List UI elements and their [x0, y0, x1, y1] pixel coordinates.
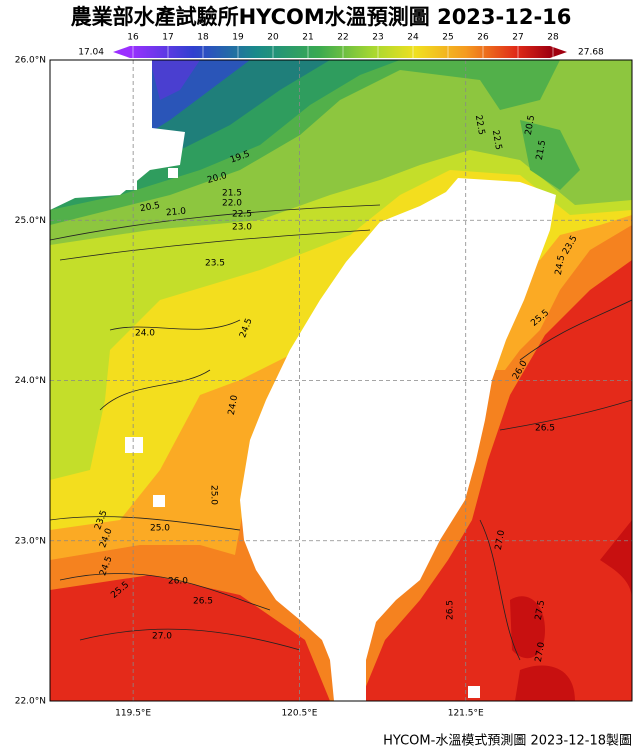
- contour-label: 22.0: [222, 199, 242, 209]
- colorbar-tick-label: 26: [477, 33, 489, 43]
- contour-label: 23.5: [205, 259, 225, 269]
- lon-tick-label: 119.5°E: [115, 709, 151, 719]
- contour-label: 27.0: [152, 632, 172, 642]
- contour-label: 20.5: [139, 201, 160, 214]
- contour-label: 25.0: [150, 524, 170, 534]
- lat-tick-label: 23.0°N: [15, 536, 46, 546]
- contour-label: 21.0: [166, 207, 187, 219]
- colorbar-tick-label: 27: [512, 33, 523, 43]
- lat-tick-label: 25.0°N: [15, 216, 46, 226]
- contour-label: 27.0: [534, 641, 547, 663]
- title: 農業部水產試驗所HYCOM水溫預測圖 2023-12-16: [71, 5, 572, 29]
- footer: HYCOM-水溫模式預測圖 2023-12-18製圖: [383, 734, 632, 749]
- contour-label: 22.5: [490, 129, 503, 150]
- contour-label: 20.5: [524, 114, 537, 135]
- contour-label: 26.5: [535, 424, 555, 434]
- colorbar-tick-label: 24: [407, 33, 419, 43]
- colorbar-tick-label: 17: [162, 33, 173, 43]
- contour-label: 23.0: [232, 223, 252, 233]
- contour-label: 26.5: [446, 600, 456, 620]
- contour-label: 21.5: [535, 139, 548, 160]
- colorbar: [113, 46, 567, 58]
- lat-tick-label: 22.0°N: [15, 697, 46, 707]
- colorbar-tick-label: 28: [547, 33, 559, 43]
- colorbar-max-label: 27.68: [578, 48, 604, 58]
- lat-tick-label: 26.0°N: [15, 56, 46, 66]
- contour-label: 24.5: [554, 254, 567, 275]
- colorbar-tick-label: 23: [372, 33, 383, 43]
- contour-label: 22.5: [232, 210, 252, 220]
- colorbar-tick-label: 20: [267, 33, 279, 43]
- colorbar-min-label: 17.04: [78, 48, 104, 58]
- contour-label: 22.5: [473, 114, 486, 135]
- lon-tick-label: 120.5°E: [281, 709, 317, 719]
- contour-label: 25.0: [209, 485, 219, 505]
- lat-tick-label: 24.0°N: [15, 376, 46, 386]
- map-frame: [49, 59, 633, 702]
- colorbar-tick-label: 25: [442, 33, 453, 43]
- contour-label: 21.5: [222, 189, 242, 199]
- contour-label: 26.0: [168, 577, 188, 587]
- colorbar-tick-label: 21: [302, 33, 313, 43]
- colorbar-tick-label: 18: [197, 33, 209, 43]
- contour-label: 24.0: [227, 394, 240, 416]
- contour-label: 26.5: [193, 597, 213, 607]
- colorbar-tick-label: 22: [337, 33, 348, 43]
- colorbar-tick-label: 16: [127, 33, 139, 43]
- contour-label: 24.0: [135, 329, 155, 339]
- contour-label: 27.5: [534, 599, 547, 620]
- colorbar-tick-label: 19: [232, 33, 244, 43]
- contour-label: 27.0: [494, 529, 507, 551]
- lon-tick-label: 121.5°E: [448, 709, 484, 719]
- map: [50, 60, 632, 701]
